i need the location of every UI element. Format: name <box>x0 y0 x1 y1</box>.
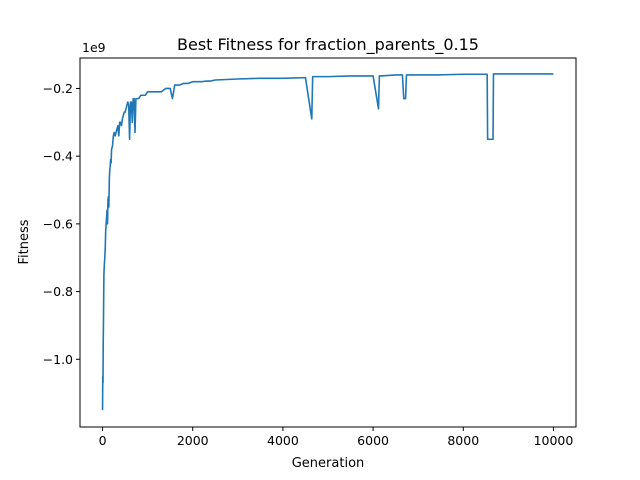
x-tick-label: 2000 <box>177 433 209 448</box>
y-offset-label: 1e9 <box>82 40 106 55</box>
axes-frame <box>79 57 577 428</box>
y-tick-label: −0.8 <box>43 284 73 299</box>
x-tick-label: 4000 <box>267 433 299 448</box>
y-tick-label: −0.4 <box>43 149 73 164</box>
chart-title: Best Fitness for fraction_parents_0.15 <box>177 35 479 55</box>
y-tick-label: −1.0 <box>43 352 73 367</box>
x-tick-label: 0 <box>99 433 107 448</box>
series-group <box>101 73 554 411</box>
y-tick-label: −0.6 <box>43 216 73 231</box>
x-tick-label: 8000 <box>447 433 479 448</box>
y-ticks: −1.0 −0.8 −0.6 −0.4 −0.2 <box>43 81 80 367</box>
x-tick-label: 6000 <box>357 433 389 448</box>
series-line <box>101 73 554 411</box>
x-tick-label: 10000 <box>534 433 574 448</box>
y-axis-label: Fitness <box>17 219 32 264</box>
x-axis-label: Generation <box>292 456 365 471</box>
y-tick-label: −0.2 <box>43 81 73 96</box>
x-ticks: 0 2000 4000 6000 8000 10000 <box>99 427 574 448</box>
